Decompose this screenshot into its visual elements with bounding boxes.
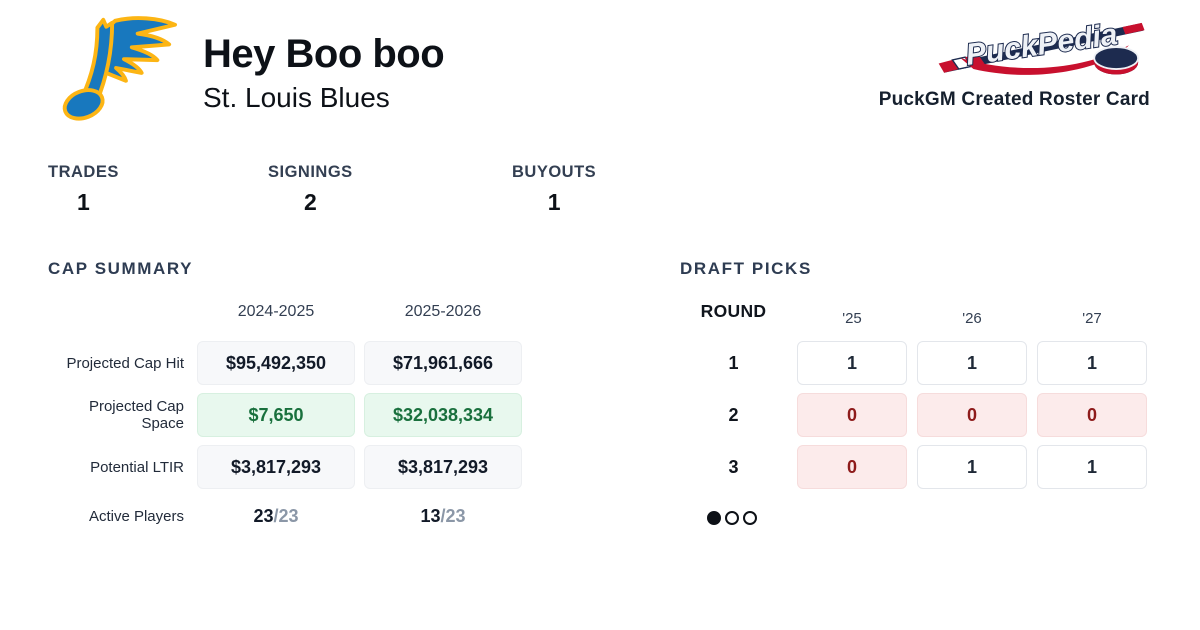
cap-summary-title: CAP SUMMARY (48, 259, 194, 278)
st-louis-blues-logo-icon (62, 16, 177, 121)
cap-value-ltir-2025: $3,817,293 (364, 445, 522, 489)
draft-year-header-26: '26 (962, 310, 982, 327)
draft-pick-r2-26: 0 (917, 393, 1027, 437)
active-players-2024: 23/23 (197, 497, 355, 535)
draft-pick-r3-25: 0 (797, 445, 907, 489)
draft-pick-r1-27: 1 (1037, 341, 1147, 385)
pagination-dot[interactable] (725, 511, 739, 525)
draft-year-header-25: '25 (842, 310, 862, 327)
puckpedia-logo-icon: PuckPedia (938, 17, 1145, 75)
draft-picks-table: ROUND '25 '26 '27 1 1 1 1 2 0 0 0 3 0 1 … (680, 290, 1147, 489)
active-players-2025: 13/23 (364, 497, 522, 535)
stat-trades: TRADES 1 (48, 163, 119, 216)
stat-buyouts: BUYOUTS 1 (512, 163, 596, 216)
team-name: St. Louis Blues (203, 82, 390, 113)
pagination-dot[interactable] (743, 511, 757, 525)
cap-value-hit-2025: $71,961,666 (364, 341, 522, 385)
active-players-2025-total: /23 (440, 505, 466, 526)
cap-summary-table: 2024-2025 2025-2026 Projected Cap Hit $9… (48, 290, 522, 535)
brand-caption: PuckGM Created Roster Card (878, 89, 1150, 110)
draft-round-2: 2 (728, 404, 739, 425)
cap-col-header-2024-2025: 2024-2025 (237, 302, 315, 320)
brand-block: PuckPedia PuckGM Created Roster Card (879, 12, 1150, 111)
cap-row-label-active-players: Active Players (88, 507, 184, 525)
roster-title: Hey Boo boo (203, 32, 445, 76)
draft-pick-r2-25: 0 (797, 393, 907, 437)
stat-buyouts-label: BUYOUTS (512, 163, 597, 181)
draft-round-3: 3 (728, 456, 739, 477)
draft-pick-r3-26: 1 (917, 445, 1027, 489)
pagination-dot[interactable] (707, 511, 721, 525)
stat-trades-label: TRADES (48, 163, 119, 181)
stat-signings-label: SIGNINGS (268, 163, 353, 181)
cap-value-space-2025: $32,038,334 (364, 393, 522, 437)
cap-row-label-potential-ltir: Potential LTIR (90, 458, 184, 476)
title-block: Hey Boo boo St. Louis Blues (203, 32, 445, 114)
cap-value-space-2024: $7,650 (197, 393, 355, 437)
draft-pick-r1-25: 1 (797, 341, 907, 385)
draft-pick-r1-26: 1 (917, 341, 1027, 385)
cap-row-label-projected-cap-hit: Projected Cap Hit (66, 354, 184, 372)
cap-value-ltir-2024: $3,817,293 (197, 445, 355, 489)
cap-col-header-2025-2026: 2025-2026 (404, 302, 482, 320)
active-players-2024-current: 23 (253, 505, 274, 526)
cap-row-label-projected-cap-space: Projected Cap Space (88, 398, 184, 432)
stat-buyouts-value: 1 (547, 189, 561, 215)
draft-pick-r3-27: 1 (1037, 445, 1147, 489)
active-players-2024-total: /23 (273, 505, 299, 526)
stat-trades-value: 1 (77, 189, 90, 215)
draft-pick-r2-27: 0 (1037, 393, 1147, 437)
draft-round-header: ROUND (700, 301, 767, 321)
draft-picks-title: DRAFT PICKS (680, 259, 812, 278)
cap-value-hit-2024: $95,492,350 (197, 341, 355, 385)
draft-year-header-27: '27 (1082, 310, 1102, 327)
active-players-2025-current: 13 (420, 505, 441, 526)
pagination (707, 511, 757, 525)
cap-col-spacer (48, 290, 188, 333)
stat-signings-value: 2 (303, 189, 317, 215)
draft-round-1: 1 (728, 352, 739, 373)
stat-signings: SIGNINGS 2 (268, 163, 353, 216)
